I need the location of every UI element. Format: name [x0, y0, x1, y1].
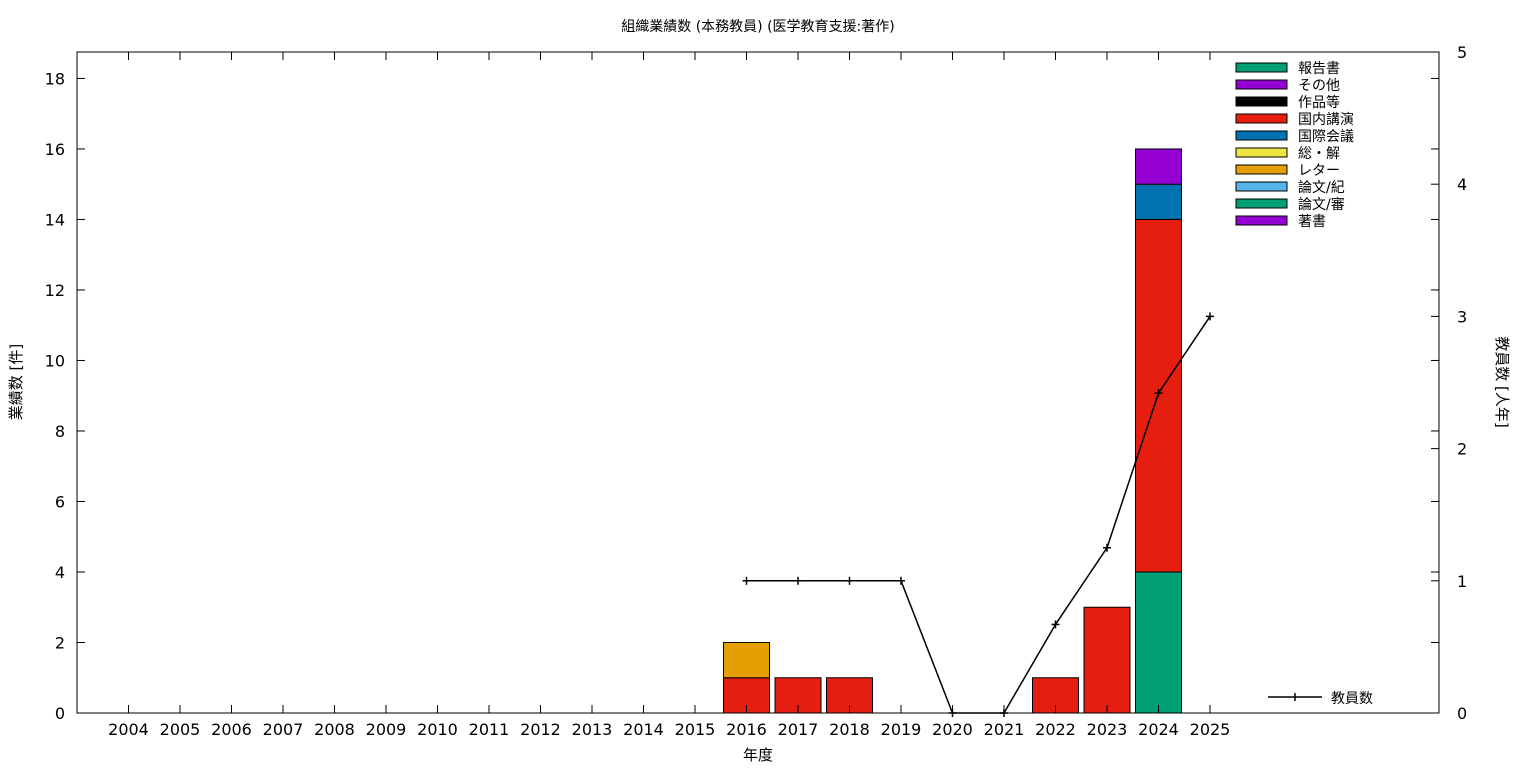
- bar-segment: [1135, 183, 1182, 220]
- y-tick-label: 14: [45, 210, 65, 229]
- legend-swatch: [1235, 198, 1288, 209]
- y-tick-label: 2: [55, 633, 65, 652]
- legend-swatch: [1235, 113, 1288, 124]
- bar-segment: [1135, 148, 1182, 185]
- legend-label: 国内講演: [1298, 112, 1354, 128]
- plot-frame: [76, 51, 1440, 714]
- legend-swatch: [1235, 130, 1288, 141]
- x-tick-label: 2016: [726, 720, 767, 739]
- y-axis-label: 業績数 [件]: [7, 344, 25, 420]
- y-tick-label: 4: [55, 563, 65, 582]
- y-tick-label: 0: [55, 704, 65, 723]
- line-point: [794, 576, 802, 585]
- x-tick-label: 2008: [314, 720, 355, 739]
- y-tick-label: 10: [45, 351, 65, 370]
- x-tick-label: 2015: [675, 720, 716, 739]
- legend-swatch: [1235, 164, 1288, 175]
- legend-swatch: [1235, 96, 1288, 107]
- y-tick-label: 6: [55, 492, 65, 511]
- x-tick-label: 2010: [417, 720, 458, 739]
- legend-label: 国際会議: [1298, 128, 1354, 145]
- legend-label: 論文/審: [1298, 197, 1345, 213]
- chart-title: 組織業績数 (本務教員) (医学教育支援:著作): [621, 19, 894, 35]
- legend-swatch: [1235, 147, 1288, 158]
- x-tick-label: 2021: [984, 720, 1025, 739]
- line-point: [742, 576, 751, 585]
- x-tick-label: 2025: [1190, 720, 1231, 739]
- line-legend: 教員数: [1268, 691, 1373, 707]
- x-tick-label: 2022: [1035, 720, 1076, 739]
- line-point: [1206, 312, 1214, 321]
- line-point: [1051, 620, 1060, 629]
- legend-swatch: [1235, 62, 1288, 73]
- x-tick-label: 2024: [1138, 720, 1179, 739]
- x-tick-label: 2013: [572, 720, 613, 739]
- x-tick-label: 2019: [881, 720, 922, 739]
- line-point: [897, 576, 905, 585]
- y2-tick-label: 4: [1457, 175, 1467, 194]
- y-tick-label: 12: [45, 281, 65, 300]
- x-tick-label: 2007: [263, 720, 304, 739]
- x-tick-label: 2005: [160, 720, 201, 739]
- legend-label: 論文/紀: [1298, 180, 1345, 196]
- legend-label: その他: [1298, 78, 1340, 94]
- bar-segment: [1135, 571, 1182, 714]
- bar-segment: [723, 641, 770, 679]
- x-tick-label: 2017: [778, 720, 819, 739]
- x-tick-label: 2011: [469, 720, 510, 739]
- legend-label: レター: [1298, 163, 1340, 179]
- line-point: [845, 576, 854, 585]
- x-tick-label: 2009: [366, 720, 407, 739]
- y-tick-label: 8: [55, 422, 65, 441]
- y2-tick-label: 1: [1457, 572, 1467, 591]
- y2-axis-label: 教員数 [人年]: [1493, 336, 1511, 427]
- y2-tick-label: 5: [1457, 43, 1467, 62]
- x-tick-label: 2020: [932, 720, 973, 739]
- x-tick-label: 2014: [623, 720, 664, 739]
- line-point: [1103, 543, 1111, 552]
- x-tick-label: 2018: [829, 720, 870, 739]
- bar-segment: [1083, 606, 1131, 714]
- x-tick-label: 2023: [1087, 720, 1128, 739]
- x-axis-label: 年度: [743, 746, 773, 764]
- x-tick-label: 2012: [520, 720, 561, 739]
- line-legend-label: 教員数: [1331, 691, 1373, 707]
- x-tick-label: 2006: [211, 720, 252, 739]
- y-tick-label: 18: [45, 69, 65, 88]
- y2-tick-label: 0: [1457, 704, 1467, 723]
- legend-label: 作品等: [1298, 94, 1340, 111]
- bars-layer: [723, 148, 1182, 714]
- x-tick-label: 2004: [108, 720, 149, 739]
- y-tick-label: 16: [45, 140, 65, 159]
- legend-swatch: [1235, 215, 1288, 226]
- line-point: [1154, 389, 1163, 398]
- y2-tick-label: 3: [1457, 307, 1467, 326]
- legend-label: 総・解: [1298, 146, 1340, 162]
- legend-swatch: [1235, 79, 1288, 90]
- y2-tick-label: 2: [1457, 440, 1467, 459]
- legend-swatch: [1235, 181, 1288, 192]
- legend-label: 著書: [1298, 214, 1326, 230]
- legend-label: 報告書: [1298, 61, 1340, 77]
